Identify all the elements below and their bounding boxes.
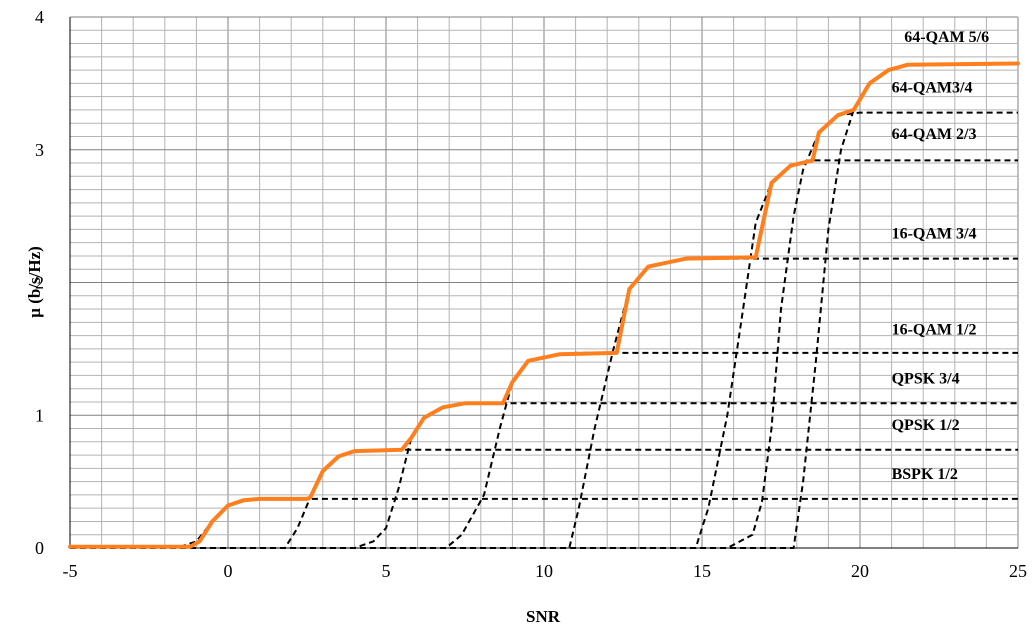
x-tick-label: 0 xyxy=(224,561,233,581)
x-tick-label: 10 xyxy=(535,561,553,581)
y-tick-label: 3 xyxy=(35,140,44,160)
mode-series-line xyxy=(70,62,1019,549)
x-axis-label: SNR xyxy=(526,607,561,626)
y-tick-label: 4 xyxy=(35,7,44,27)
series-label: 16-QAM 1/2 xyxy=(892,321,977,338)
x-tick-label: -5 xyxy=(63,561,78,581)
envelope-series-line xyxy=(68,61,1020,549)
y-tick-label: 2 xyxy=(35,273,44,293)
series-group xyxy=(68,61,1020,549)
series-label: 64-QAM 5/6 xyxy=(904,29,989,46)
x-tick-label: 25 xyxy=(1009,561,1027,581)
y-tick-label: 1 xyxy=(35,405,44,425)
series-label: 64-QAM3/4 xyxy=(892,80,973,97)
x-tick-label: 15 xyxy=(693,561,711,581)
series-label: QPSK 1/2 xyxy=(892,417,960,434)
grid xyxy=(69,16,1019,549)
tick-labels: -5 0 5 10 15 20 25 0 1 2 3 4 xyxy=(35,7,1027,581)
mode-series-line xyxy=(70,159,1018,549)
x-tick-label: 5 xyxy=(382,561,391,581)
series-labels: 64-QAM 5/6 64-QAM3/4 64-QAM 2/3 16-QAM 3/4 1… xyxy=(892,29,990,483)
y-axis-label: µ (b/s/Hz) xyxy=(25,246,44,318)
x-tick-label: 20 xyxy=(851,561,869,581)
series-label: 64-QAM 2/3 xyxy=(892,126,977,143)
y-tick-label: 0 xyxy=(35,538,44,558)
series-label: BSPK 1/2 xyxy=(892,466,958,483)
series-label: QPSK 3/4 xyxy=(892,370,960,387)
series-label: 16-QAM 3/4 xyxy=(892,226,977,243)
